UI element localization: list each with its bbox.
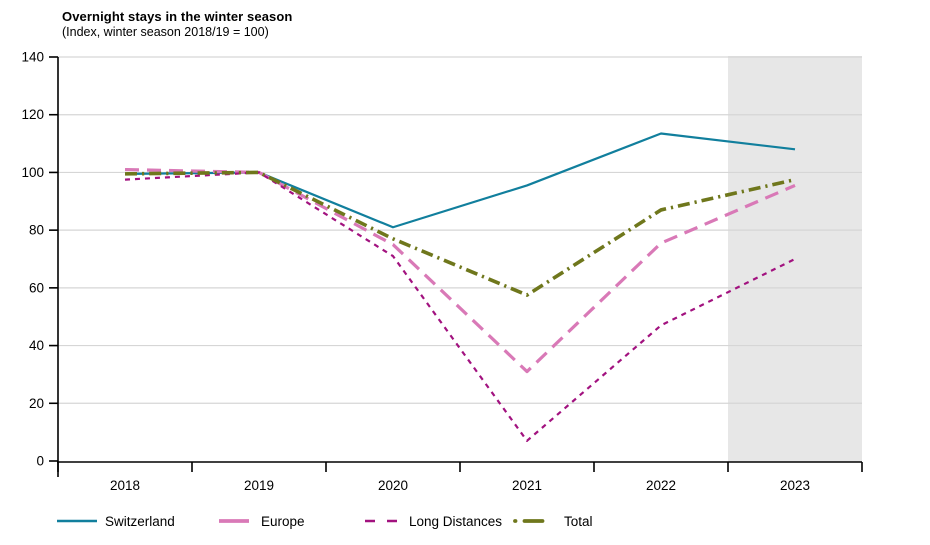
series-line-europe: [124, 167, 796, 374]
legend: Switzerland Europe Long Distances Total: [0, 510, 930, 536]
legend-item-long-distances[interactable]: Long Distances: [365, 510, 502, 532]
y-tick-label-140: 140: [21, 50, 44, 65]
y-tick-label-100: 100: [21, 165, 44, 180]
legend-marker-europe-icon: [219, 519, 249, 523]
chart-subtitle: (Index, winter season 2018/19 = 100): [62, 25, 269, 39]
legend-item-europe[interactable]: Europe: [215, 510, 305, 532]
x-label-2018: 2018: [110, 478, 140, 493]
series-line-switzerland: [124, 132, 796, 229]
x-label-2023: 2023: [780, 478, 810, 493]
series-line-total: [124, 170, 796, 297]
chart-title: Overnight stays in the winter season: [62, 9, 293, 24]
legend-item-switzerland[interactable]: Switzerland: [57, 510, 175, 532]
legend-marker-switzerland-icon: [57, 519, 97, 523]
x-label-2020: 2020: [378, 478, 408, 493]
legend-label-switzerland: Switzerland: [105, 513, 175, 529]
y-tick-label-0: 0: [36, 454, 44, 469]
series-line-long-distances: [124, 171, 796, 442]
legend-label-total: Total: [564, 513, 593, 529]
x-label-2022: 2022: [646, 478, 676, 493]
y-tick-label-60: 60: [29, 280, 44, 295]
y-tick-label-20: 20: [29, 396, 44, 411]
plot-area: 0 20 40 60 80 100 120 140 2018 2019 2020 2021 2022 20…: [21, 50, 863, 493]
legend-label-europe: Europe: [261, 513, 305, 529]
x-label-2019: 2019: [244, 478, 274, 493]
legend-label-long-distances: Long Distances: [409, 513, 503, 529]
x-label-2021: 2021: [512, 478, 542, 493]
legend-item-total[interactable]: Total: [512, 510, 593, 532]
y-tick-label-40: 40: [29, 338, 44, 353]
legend-marker-total-icon: [513, 519, 545, 523]
y-tick-label-80: 80: [29, 223, 44, 238]
legend-marker-long-distances-icon: [365, 519, 397, 523]
y-tick-label-120: 120: [21, 107, 44, 122]
forecast-region: [728, 56, 862, 462]
